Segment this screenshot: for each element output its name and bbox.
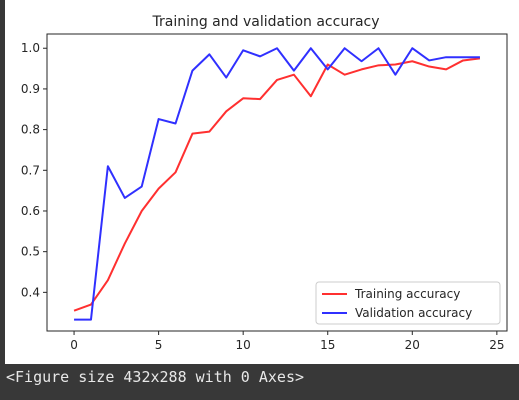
x-tick-label: 20 — [405, 338, 420, 352]
x-tick-label: 15 — [320, 338, 335, 352]
x-tick-label: 5 — [155, 338, 163, 352]
y-tick-label: 0.4 — [21, 285, 40, 299]
x-tick-label: 0 — [70, 338, 78, 352]
x-tick-label: 25 — [489, 338, 504, 352]
y-tick-label: 0.7 — [21, 163, 40, 177]
chart-title: Training and validation accuracy — [151, 14, 379, 30]
legend-label-validation: Validation accuracy — [355, 306, 472, 320]
y-tick-label: 0.8 — [21, 123, 40, 137]
y-tick-label: 0.5 — [21, 245, 40, 259]
figure-caption: <Figure size 432x288 with 0 Axes> — [6, 368, 305, 386]
plot-frame — [46, 33, 508, 332]
training-accuracy-line — [73, 57, 481, 312]
validation-accuracy-line — [74, 47, 480, 321]
figure-panel: Training and validation accuracy 0 5 10 15 2… — [5, 0, 519, 364]
legend-label-training: Training accuracy — [354, 287, 460, 301]
y-tick-label: 0.9 — [21, 82, 40, 96]
y-tick-label: 0.6 — [21, 204, 40, 218]
legend-box — [315, 281, 501, 325]
x-tick-label: 10 — [236, 338, 251, 352]
legend: Training accuracy Validation accuracy — [315, 281, 501, 325]
accuracy-chart: Training and validation accuracy 0 5 10 15 2… — [21, 14, 508, 352]
y-tick-label: 1.0 — [21, 41, 40, 55]
